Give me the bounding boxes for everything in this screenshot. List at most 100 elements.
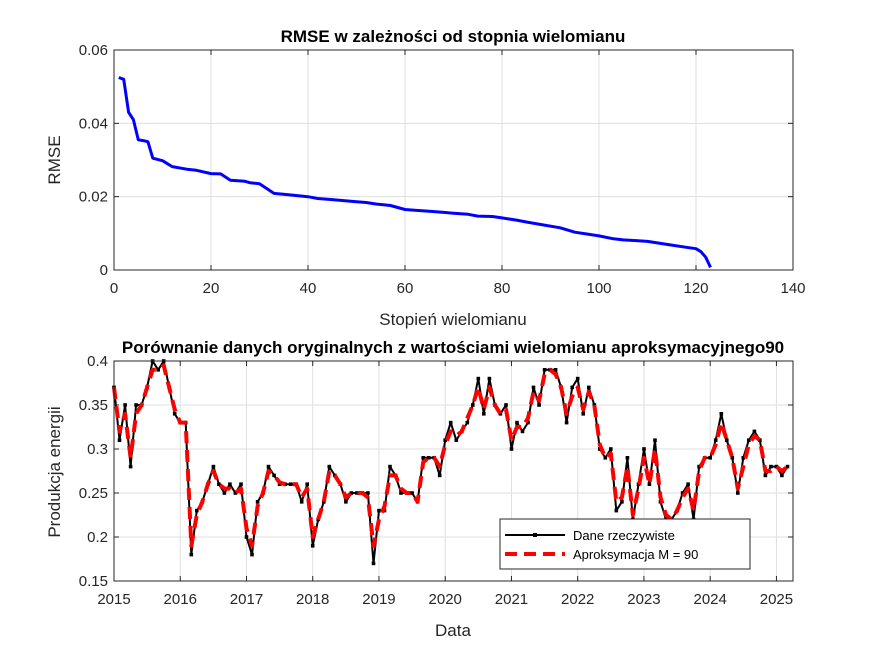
rmse-xtick-label: 100 bbox=[586, 280, 611, 297]
actual-data-point bbox=[774, 464, 779, 469]
actual-data-point bbox=[531, 385, 536, 390]
rmse-xtick-label: 60 bbox=[397, 280, 414, 297]
actual-data-point bbox=[647, 482, 652, 486]
rmse-xtick-label: 80 bbox=[494, 280, 511, 297]
actual-data-point bbox=[189, 552, 194, 557]
actual-data-point bbox=[388, 464, 392, 469]
actual-data-point bbox=[785, 464, 790, 469]
actual-data-point bbox=[299, 500, 304, 504]
comparison-series bbox=[112, 359, 790, 566]
actual-data-point bbox=[471, 403, 475, 407]
actual-data-point bbox=[134, 403, 138, 407]
actual-data-point bbox=[713, 438, 718, 442]
actual-data-point bbox=[553, 368, 558, 372]
actual-data-point bbox=[487, 376, 492, 381]
comparison-title: Porównanie danych oryginalnych z wartośc… bbox=[122, 338, 784, 357]
actual-data-point bbox=[410, 491, 414, 495]
actual-data-point bbox=[482, 412, 486, 416]
actual-data-point bbox=[498, 412, 503, 416]
rmse-xtick-label: 40 bbox=[300, 280, 317, 297]
comparison-xtick-label: 2025 bbox=[760, 591, 793, 608]
rmse-xtick-label: 0 bbox=[110, 280, 118, 297]
actual-data-point bbox=[349, 491, 354, 495]
comparison-axes-box bbox=[113, 360, 794, 582]
actual-data-point bbox=[542, 368, 547, 372]
actual-data-point bbox=[642, 447, 646, 451]
comparison-xtick-label: 2015 bbox=[97, 591, 130, 608]
actual-data-point bbox=[239, 482, 243, 486]
actual-data-point bbox=[288, 482, 293, 486]
legend-label-actual: Dane rzeczywiste bbox=[573, 528, 675, 543]
actual-data-point bbox=[117, 438, 122, 442]
comparison-plot: 2015 2016 2017 2018 2019 2020 2021 2022 2023 2024… bbox=[45, 338, 794, 640]
actual-data-point bbox=[310, 544, 315, 548]
actual-data-point bbox=[377, 508, 381, 513]
actual-data-point bbox=[322, 500, 326, 504]
actual-data-point bbox=[741, 456, 746, 460]
rmse-ticks: 0 20 40 60 80 100 120 140 0 0.02 0.04 0.06 bbox=[79, 42, 806, 297]
actual-data-point bbox=[426, 456, 431, 460]
actual-data-point bbox=[327, 464, 332, 469]
actual-data-point bbox=[747, 438, 751, 442]
actual-data-point bbox=[371, 561, 376, 566]
actual-data-point bbox=[399, 491, 403, 495]
actual-data-point bbox=[769, 464, 773, 469]
actual-data-point bbox=[421, 456, 425, 460]
actual-data-point bbox=[244, 535, 249, 539]
actual-data-point bbox=[156, 368, 160, 372]
actual-data-point bbox=[355, 491, 359, 495]
rmse-ytick-label: 0 bbox=[100, 262, 108, 279]
actual-data-point bbox=[592, 403, 597, 407]
actual-data-point bbox=[366, 491, 370, 495]
actual-data-point bbox=[564, 420, 569, 425]
rmse-xtick-label: 20 bbox=[203, 280, 220, 297]
actual-data-point bbox=[172, 412, 177, 416]
rmse-line bbox=[118, 76, 712, 269]
actual-data-point bbox=[680, 491, 685, 495]
actual-data-point bbox=[653, 438, 657, 442]
actual-data-point bbox=[575, 376, 580, 381]
actual-data-point bbox=[250, 552, 254, 557]
comparison-xtick-label: 2020 bbox=[429, 591, 462, 608]
comparison-xtick-label: 2017 bbox=[230, 591, 263, 608]
legend-box bbox=[499, 518, 751, 570]
actual-data-point bbox=[443, 438, 447, 442]
actual-data-point bbox=[730, 456, 735, 460]
comparison-ytick-label: 0.4 bbox=[87, 353, 108, 370]
approximation-line bbox=[112, 363, 789, 548]
comparison-xtick-label: 2024 bbox=[694, 591, 727, 608]
actual-data-point bbox=[763, 473, 768, 478]
comparison-xtick-label: 2018 bbox=[296, 591, 329, 608]
actual-data-point bbox=[736, 491, 740, 495]
actual-data-point bbox=[614, 508, 619, 513]
actual-data-point bbox=[476, 376, 481, 381]
actual-data-point bbox=[581, 412, 585, 416]
actual-data-point bbox=[228, 482, 232, 486]
comparison-ylabel: Produkcja energii bbox=[45, 406, 64, 537]
actual-data-point bbox=[195, 508, 199, 513]
actual-data-point bbox=[758, 438, 762, 442]
actual-data-point bbox=[708, 456, 712, 460]
actual-data-point bbox=[526, 420, 530, 425]
rmse-series bbox=[118, 76, 712, 269]
actual-data-point bbox=[520, 429, 525, 434]
legend: Dane rzeczywiste Aproksymacja M = 90 bbox=[499, 518, 751, 570]
actual-data-point bbox=[780, 473, 784, 478]
actual-data-point bbox=[437, 473, 442, 478]
rmse-ytick-label: 0.06 bbox=[79, 42, 108, 59]
actual-data-point bbox=[686, 482, 690, 486]
actual-data-point bbox=[211, 464, 216, 469]
actual-data-point bbox=[603, 456, 608, 460]
comparison-xtick-label: 2016 bbox=[164, 591, 197, 608]
comparison-ytick-label: 0.3 bbox=[87, 441, 108, 458]
actual-data-point bbox=[217, 482, 221, 486]
actual-data-point bbox=[266, 464, 271, 469]
actual-data-point bbox=[697, 464, 701, 469]
actual-data-point bbox=[719, 412, 724, 416]
actual-data-point bbox=[128, 464, 133, 469]
comparison-ticks: 2015 2016 2017 2018 2019 2020 2021 2022 2023 2024… bbox=[79, 353, 793, 608]
comparison-ytick-label: 0.15 bbox=[79, 573, 108, 590]
rmse-axes-box bbox=[113, 49, 794, 271]
rmse-xtick-label: 140 bbox=[780, 280, 805, 297]
comparison-xlabel: Data bbox=[435, 621, 471, 640]
